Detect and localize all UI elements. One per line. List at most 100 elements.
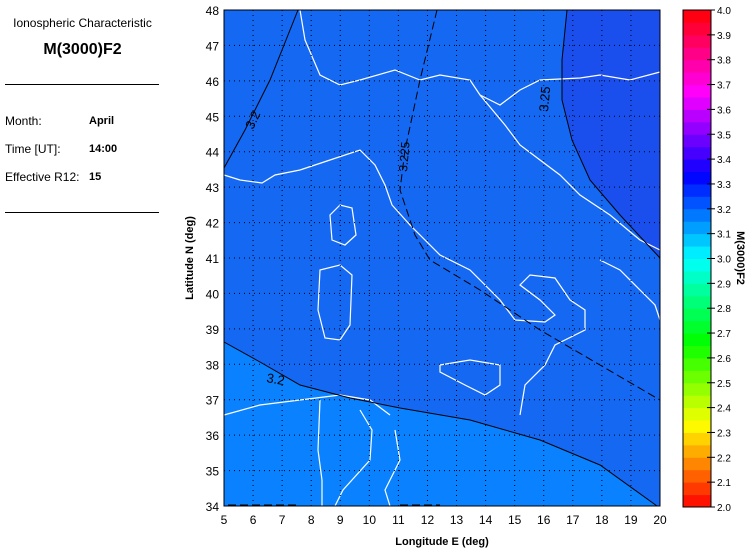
y-tick-label: 48	[206, 4, 220, 18]
colorbar-label: M(3000)F2	[734, 231, 746, 285]
y-axis: 34 35 36 37 38 39 40 41 42 43 44 45 46 47 48	[206, 4, 220, 514]
colorbar-tick-label: 2.9	[717, 279, 731, 290]
y-tick-label: 42	[206, 217, 220, 231]
colorbar-tick-label: 3.6	[717, 105, 731, 116]
colorbar-band	[683, 482, 711, 496]
x-tick-label: 6	[250, 513, 257, 527]
colorbar-tick-label: 2.7	[717, 329, 731, 340]
colorbar-band	[683, 432, 711, 446]
colorbar-tick-label: 3.2	[717, 205, 731, 216]
heading: Ionospheric Characteristic	[13, 16, 152, 30]
contour-labels: 3.2 3.2 3.225 3.25	[242, 86, 553, 388]
colorbar-band	[683, 84, 711, 98]
x-tick-label: 14	[479, 513, 493, 527]
colorbar-tick-label: 3.8	[717, 56, 731, 67]
y-tick-label: 38	[206, 358, 220, 372]
colorbar-band	[683, 47, 711, 61]
colorbar-tick-label: 2.2	[717, 453, 731, 464]
colorbar-band	[683, 10, 711, 23]
colorbar-band	[683, 59, 711, 73]
colorbar-band	[683, 134, 711, 148]
contour-3.25	[561, 9, 661, 259]
y-tick-label: 40	[206, 287, 220, 301]
x-tick-label: 15	[508, 513, 522, 527]
colorbar-band	[683, 444, 711, 458]
colorbar-band	[683, 96, 711, 110]
y-tick-label: 35	[206, 465, 220, 479]
colorbar-tick-label: 3.7	[717, 81, 731, 92]
month-value: April	[89, 115, 115, 127]
colorbar-band	[683, 208, 711, 222]
parameter-title: M(3000)F2	[43, 41, 122, 58]
colorbar-band	[683, 171, 711, 185]
colorbar-band	[683, 258, 711, 272]
x-axis-label: Longitude E (deg)	[395, 536, 489, 548]
r12-value: 15	[89, 171, 102, 183]
y-axis-label: Latitude N (deg)	[184, 216, 196, 300]
colorbar-band	[683, 146, 711, 160]
y-tick-label: 43	[206, 181, 220, 195]
y-tick-label: 44	[206, 146, 220, 160]
x-tick-label: 20	[653, 513, 667, 527]
colorbar-band	[683, 159, 711, 173]
y-tick-label: 41	[206, 252, 220, 266]
colorbar-tick-label: 2.0	[717, 503, 731, 514]
colorbar-band	[683, 109, 711, 123]
colorbar-band	[683, 395, 711, 409]
time-value: 14:00	[89, 143, 118, 155]
colorbar-band	[683, 494, 711, 508]
x-tick-label: 7	[279, 513, 286, 527]
month-label: Month:	[5, 114, 42, 128]
colorbar-band	[683, 22, 711, 36]
region-northeast	[562, 10, 660, 258]
contour-label: 3.25	[536, 86, 553, 113]
time-label: Time [UT]:	[5, 142, 61, 156]
colorbar-band	[683, 357, 711, 371]
colorbar-tick-label: 3.5	[717, 130, 731, 141]
region-south	[224, 342, 657, 506]
colorbar-band	[683, 196, 711, 210]
x-tick-label: 9	[337, 513, 344, 527]
colorbar-band	[683, 420, 711, 433]
divider	[5, 84, 159, 85]
x-tick-label: 5	[221, 513, 228, 527]
colorbar-tick-label: 2.6	[717, 354, 731, 365]
contour-3.2-south	[223, 341, 658, 507]
colorbar-band	[683, 283, 711, 297]
colorbar-tick-label: 2.5	[717, 379, 731, 390]
colorbar-band	[683, 183, 711, 197]
colorbar-tick-label: 2.4	[717, 404, 731, 415]
colorbar-band	[683, 121, 711, 135]
colorbar-band	[683, 370, 711, 384]
x-tick-label: 16	[537, 513, 551, 527]
colorbar-band	[683, 295, 711, 309]
colorbar-tick-label: 4.0	[717, 6, 731, 17]
contour-label: 3.225	[396, 141, 413, 172]
colorbar-band	[683, 407, 711, 421]
x-tick-label: 11	[392, 513, 405, 527]
contour-label: 3.2	[265, 370, 285, 388]
colorbar-band	[683, 270, 711, 284]
colorbar-tick-label: 3.1	[717, 230, 731, 241]
colorbar-band	[683, 246, 711, 259]
colorbar-tick-label: 3.9	[717, 31, 731, 42]
colorbar-band	[683, 221, 711, 235]
x-tick-label: 19	[624, 513, 638, 527]
r12-label: Effective R12:	[5, 170, 80, 184]
contour-3.225	[399, 9, 661, 401]
contour-3.2-west	[223, 9, 299, 169]
colorbar-tick-label: 3.0	[717, 255, 731, 266]
x-tick-label: 12	[421, 513, 435, 527]
contours	[223, 9, 661, 507]
contour-label: 3.2	[242, 109, 263, 132]
colorbar-tick-label: 2.8	[717, 304, 731, 315]
y-tick-label: 36	[206, 429, 220, 443]
colorbar-band	[683, 469, 711, 483]
colorbar-band	[683, 233, 711, 247]
colorbar-band	[683, 72, 711, 86]
colorbar-tick-label: 3.3	[717, 180, 731, 191]
colorbar-band	[683, 333, 711, 346]
colorbar-band	[683, 320, 711, 334]
x-tick-label: 18	[595, 513, 609, 527]
